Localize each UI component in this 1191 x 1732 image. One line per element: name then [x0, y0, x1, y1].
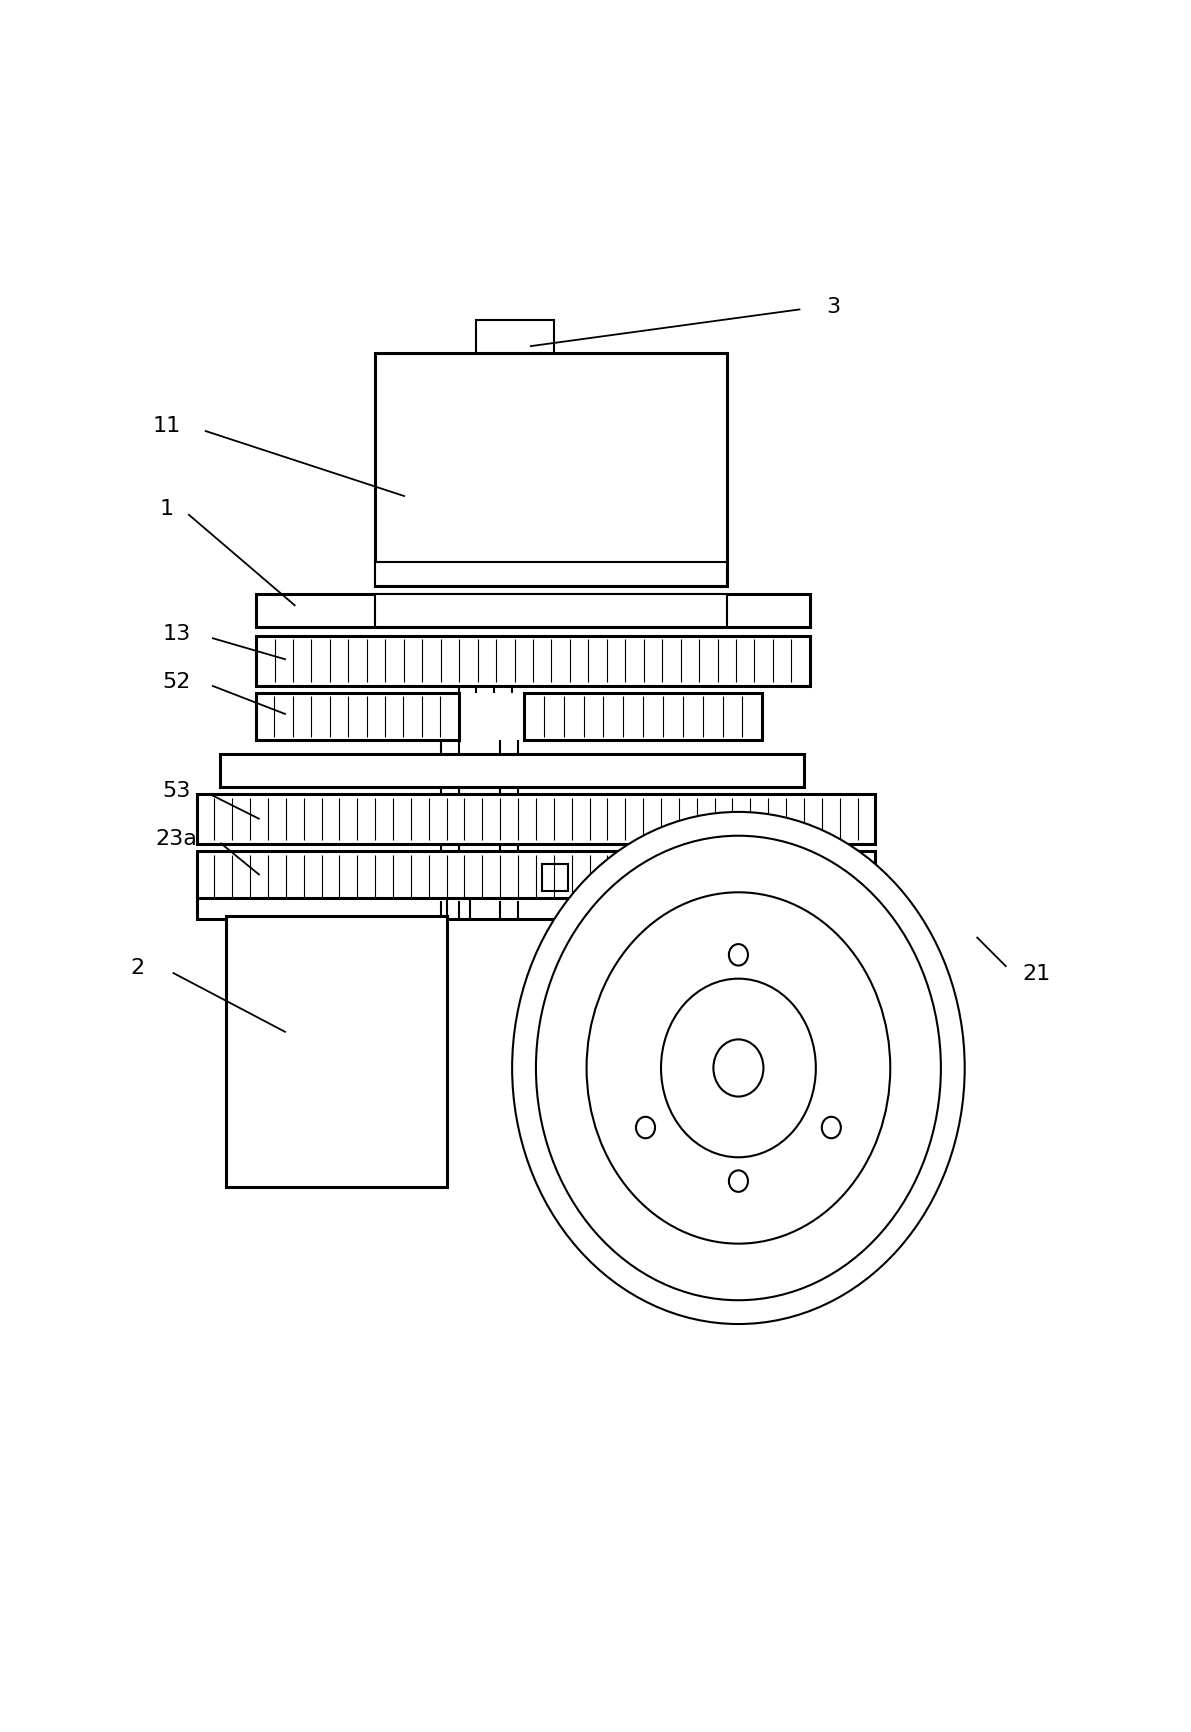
Bar: [375, 353, 727, 585]
Text: 2: 2: [130, 958, 144, 977]
Ellipse shape: [822, 1117, 841, 1138]
Bar: [524, 693, 762, 741]
Text: 13: 13: [162, 624, 191, 644]
Ellipse shape: [661, 979, 816, 1157]
Text: 1: 1: [160, 499, 174, 520]
Ellipse shape: [729, 944, 748, 966]
Bar: [375, 594, 727, 629]
Bar: [375, 563, 727, 585]
Ellipse shape: [729, 1171, 748, 1192]
Bar: [256, 693, 459, 741]
Bar: [542, 864, 568, 890]
Ellipse shape: [512, 812, 965, 1325]
Bar: [197, 795, 875, 845]
Bar: [226, 916, 447, 1188]
Text: 52: 52: [162, 672, 191, 691]
Bar: [476, 320, 554, 353]
Text: 11: 11: [152, 416, 181, 435]
Text: 53: 53: [162, 781, 191, 800]
Text: 21: 21: [1022, 963, 1050, 984]
Bar: [220, 753, 804, 788]
Bar: [256, 594, 810, 629]
Bar: [197, 899, 875, 920]
Ellipse shape: [713, 1039, 763, 1096]
Ellipse shape: [586, 892, 890, 1244]
Text: 23a: 23a: [155, 828, 198, 849]
Text: 3: 3: [827, 296, 841, 317]
Bar: [197, 852, 875, 902]
Ellipse shape: [636, 1117, 655, 1138]
Bar: [256, 636, 810, 686]
Ellipse shape: [536, 837, 941, 1301]
